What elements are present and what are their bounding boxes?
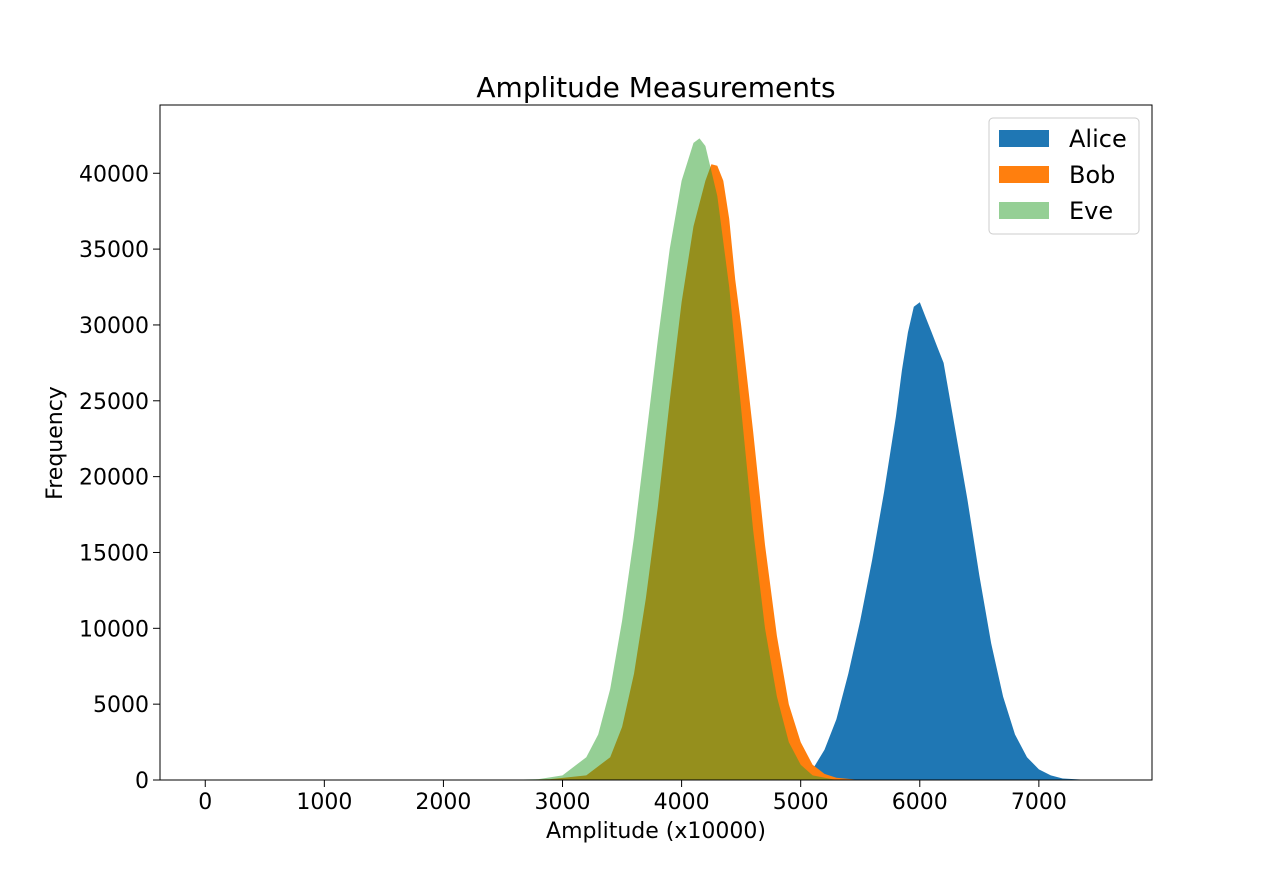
y-axis: 0 5000 10000 15000 20000 25000 30000 35000 40000 — [79, 162, 160, 794]
x-tick-label: 3000 — [535, 790, 591, 815]
x-tick-label: 7000 — [1011, 790, 1067, 815]
histogram-eve — [503, 138, 837, 780]
axes-frame — [159, 104, 1153, 781]
y-tick-label: 40000 — [79, 162, 149, 187]
legend-label-alice: Alice — [1069, 125, 1127, 153]
y-tick-label: 30000 — [79, 314, 149, 339]
legend: Alice Bob Eve — [988, 117, 1140, 235]
x-axis: 0 1000 2000 3000 4000 5000 6000 7000 — [198, 780, 1067, 815]
legend-swatch-bob — [999, 166, 1049, 183]
x-tick-label: 0 — [198, 790, 212, 815]
y-tick-label: 10000 — [79, 617, 149, 642]
y-tick-label: 35000 — [79, 238, 149, 263]
y-tick-label: 0 — [135, 769, 149, 794]
histogram-alice — [794, 302, 1105, 780]
y-tick-label: 25000 — [79, 390, 149, 415]
legend-swatch-eve — [999, 202, 1049, 219]
x-tick-label: 2000 — [415, 790, 471, 815]
x-tick-label: 4000 — [654, 790, 710, 815]
y-tick-label: 15000 — [79, 541, 149, 566]
x-tick-label: 1000 — [296, 790, 352, 815]
x-tick-label: 5000 — [773, 790, 829, 815]
chart-title: Amplitude Measurements — [476, 71, 835, 104]
legend-label-eve: Eve — [1069, 197, 1113, 225]
y-tick-label: 5000 — [93, 693, 149, 718]
plot-area — [503, 138, 1105, 780]
x-tick-label: 6000 — [892, 790, 948, 815]
y-axis-label: Frequency — [43, 386, 68, 500]
legend-swatch-alice — [999, 130, 1049, 147]
x-axis-label: Amplitude (x10000) — [546, 819, 766, 844]
legend-label-bob: Bob — [1069, 161, 1115, 189]
y-tick-label: 20000 — [79, 466, 149, 491]
